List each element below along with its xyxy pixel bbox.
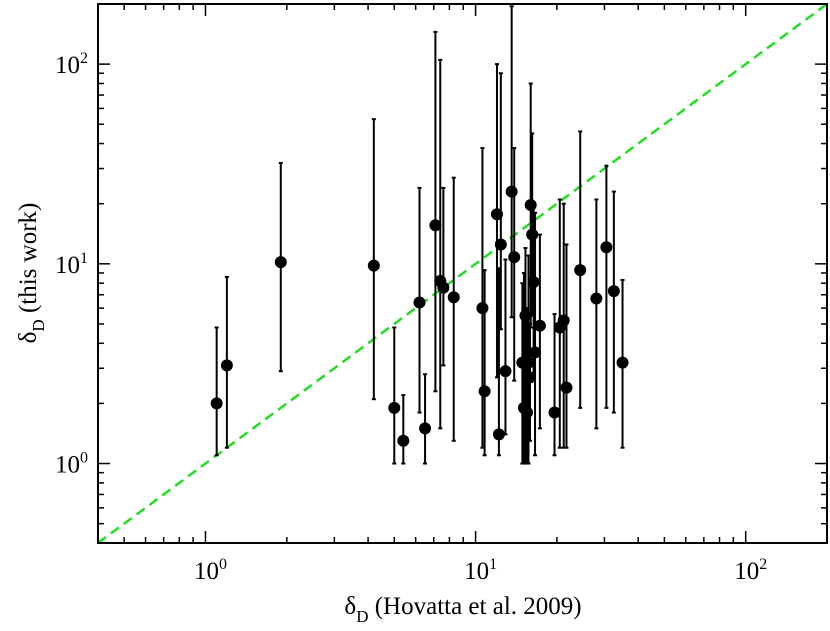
error-bar	[451, 176, 456, 442]
error-bar	[564, 243, 569, 449]
error-bar	[392, 326, 397, 465]
data-point	[492, 428, 505, 441]
data-point	[607, 285, 620, 298]
data-point	[548, 406, 561, 419]
data-point	[210, 397, 223, 410]
data-point	[574, 264, 587, 277]
x-tick-label: 101	[464, 556, 497, 585]
error-bar	[401, 394, 406, 465]
data-point	[388, 401, 401, 414]
error-bar	[604, 164, 609, 409]
data-point	[476, 302, 489, 315]
reference-line-layer	[98, 4, 827, 543]
error-bar	[533, 211, 538, 457]
x-axis-label-subscript: D	[356, 607, 368, 626]
data-point	[519, 309, 532, 322]
data-point	[447, 291, 460, 304]
error-bar	[498, 72, 503, 331]
data-point	[478, 385, 491, 398]
y-axis-label-symbol: δ	[15, 332, 42, 344]
y-tick-label: 101	[55, 250, 88, 279]
data-point-layer	[210, 185, 629, 447]
data-point	[505, 185, 518, 198]
data-point	[560, 381, 573, 394]
error-bar	[438, 58, 443, 430]
error-bar-layer	[214, 5, 625, 465]
data-point	[274, 256, 287, 269]
error-bar	[611, 190, 616, 414]
data-point	[419, 422, 432, 435]
error-bar	[512, 147, 517, 382]
y-axis-label: δD (this work)	[15, 203, 48, 344]
data-point	[557, 314, 570, 327]
x-axis-label: δD (Hovatta et al. 2009)	[344, 593, 581, 626]
error-bar	[423, 373, 428, 465]
error-bar	[552, 313, 557, 457]
data-point	[490, 208, 503, 221]
error-bar	[214, 326, 219, 457]
data-point	[529, 346, 542, 359]
error-bar	[433, 30, 438, 393]
y-axis-label-subscript: D	[29, 319, 48, 331]
data-point	[367, 259, 380, 272]
data-point	[437, 281, 450, 294]
data-point	[494, 238, 507, 251]
y-axis-label-text: (this work)	[15, 203, 42, 320]
one-to-one-line	[98, 4, 827, 543]
error-bar	[509, 5, 514, 319]
y-tick-label: 102	[55, 50, 88, 79]
data-point	[524, 199, 537, 212]
y-tick-label: 100	[55, 450, 88, 479]
tick-label-layer: 100 101 102 100 101 102	[55, 50, 767, 585]
x-axis-label-text: (Hovatta et al. 2009)	[368, 593, 581, 620]
data-point	[600, 241, 613, 254]
data-point	[499, 365, 512, 378]
data-point	[413, 296, 426, 309]
error-bar	[482, 269, 487, 457]
data-point	[533, 319, 546, 332]
data-point	[520, 406, 533, 419]
error-bar	[594, 198, 599, 430]
x-tick-label: 102	[734, 556, 767, 585]
tick-mark-layer	[97, 3, 828, 544]
data-point	[220, 359, 233, 372]
data-point	[616, 356, 629, 369]
data-point	[429, 219, 442, 232]
x-tick-label: 100	[194, 556, 227, 585]
error-bar	[371, 118, 376, 401]
error-bar	[503, 258, 508, 436]
data-point	[590, 292, 603, 305]
data-point	[397, 434, 410, 447]
x-axis-label-symbol: δ	[344, 593, 356, 620]
data-point	[508, 251, 521, 264]
data-point	[522, 356, 535, 369]
data-point	[526, 228, 539, 241]
data-point	[527, 276, 540, 289]
data-point	[523, 371, 536, 384]
